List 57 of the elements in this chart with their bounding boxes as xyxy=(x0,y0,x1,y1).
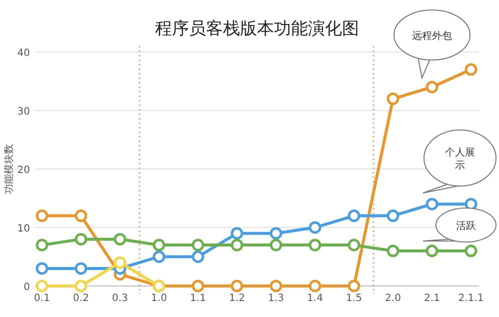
point xyxy=(230,227,244,240)
point xyxy=(270,280,282,292)
point xyxy=(308,238,322,252)
x-tick-label: 2.1.1 xyxy=(458,293,484,304)
point xyxy=(36,238,48,252)
point xyxy=(36,280,48,292)
point xyxy=(464,63,478,76)
annotation: 活跃 xyxy=(456,220,476,232)
y-tick-label: 10 xyxy=(17,224,30,234)
point xyxy=(74,280,88,292)
x-tick-label: 1.1 xyxy=(190,293,206,304)
point xyxy=(464,244,478,258)
point xyxy=(308,280,322,292)
point xyxy=(74,210,88,222)
x-tick-label: 1.0 xyxy=(151,293,167,304)
point xyxy=(114,232,126,246)
point xyxy=(74,262,88,275)
y-tick-label: 20 xyxy=(17,165,30,176)
point xyxy=(230,280,244,292)
point xyxy=(386,210,400,222)
x-tick-label: 1.5 xyxy=(346,293,362,304)
x-tick-label: 2.0 xyxy=(385,293,401,304)
point xyxy=(152,250,166,263)
annotation: 个人展示 xyxy=(445,146,475,172)
point xyxy=(36,210,48,222)
point xyxy=(386,244,400,258)
x-tick-label: 0.1 xyxy=(34,293,50,304)
point xyxy=(308,221,322,234)
point xyxy=(348,210,360,222)
point xyxy=(270,238,282,252)
point xyxy=(426,198,438,210)
point xyxy=(152,238,166,252)
y-tick-label: 0 xyxy=(24,282,30,293)
point xyxy=(348,280,360,292)
point xyxy=(36,262,48,275)
point xyxy=(192,280,204,292)
x-tick-label: 1.2 xyxy=(229,293,245,304)
point xyxy=(426,244,438,258)
x-tick-label: 2.1 xyxy=(424,293,440,304)
point xyxy=(74,232,88,246)
point xyxy=(230,238,244,252)
x-tick-label: 1.4 xyxy=(307,293,323,304)
y-tick-label: 30 xyxy=(17,106,30,118)
point xyxy=(114,256,126,269)
y-tick-label: 40 xyxy=(17,48,30,59)
point xyxy=(192,250,204,263)
point xyxy=(426,80,438,94)
x-tick-label: 0.2 xyxy=(73,293,89,304)
point xyxy=(386,92,400,106)
x-tick-label: 0.3 xyxy=(112,293,128,304)
x-tick-label: 1.3 xyxy=(268,293,284,304)
chart-title: 程序员客栈版本功能演化图 xyxy=(155,19,359,39)
point xyxy=(192,238,204,252)
text: 远程外包 xyxy=(412,30,452,42)
point xyxy=(348,238,360,252)
point xyxy=(270,227,282,240)
y-axis-title: 功能模块数 xyxy=(3,144,15,194)
